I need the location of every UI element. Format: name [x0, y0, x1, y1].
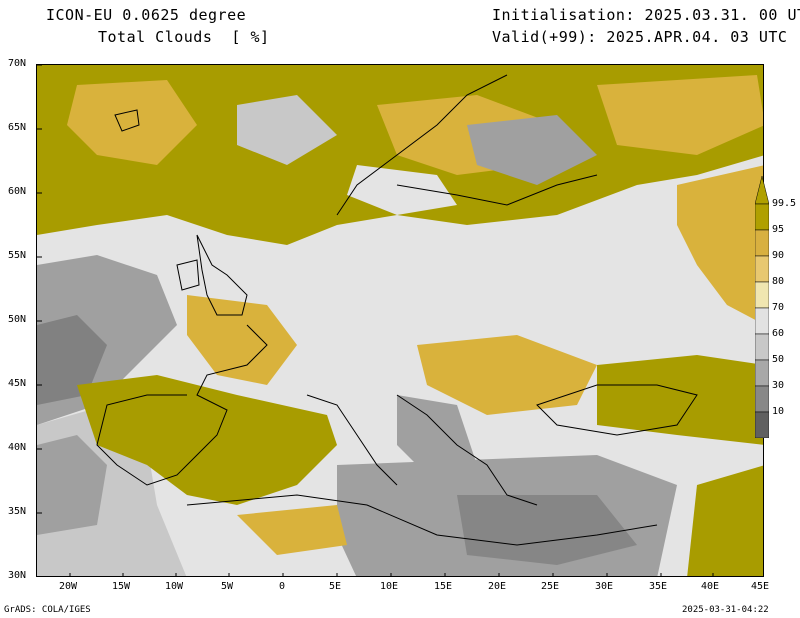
- graticule-ticks: [37, 65, 714, 576]
- east-russia-cloud: [677, 165, 763, 324]
- colorbar-cell-2: [755, 255, 769, 283]
- middle-east-cloud: [687, 465, 763, 576]
- lon-label-15w: 15W: [112, 581, 131, 592]
- lat-label-65n: 65N: [8, 122, 27, 133]
- coastlines: [96, 74, 698, 546]
- model-title: ICON-EU 0.0625 degree: [46, 6, 247, 24]
- colorbar: [755, 176, 769, 438]
- black-sea-coast: [536, 384, 698, 436]
- footer-software: GrADS: COLA/IGES: [4, 605, 91, 615]
- lon-label-5e: 5E: [329, 581, 342, 592]
- lon-label-20w: 20W: [59, 581, 78, 592]
- iceland-cloud-patch: [67, 80, 197, 165]
- lon-label-10e: 10E: [380, 581, 399, 592]
- atlantic-south-darker: [37, 435, 107, 535]
- iberia-cloud: [77, 375, 337, 505]
- ireland-coast: [176, 259, 200, 291]
- colorbar-label-8: 10: [772, 406, 785, 417]
- southern-scandinavia-clear: [347, 165, 457, 215]
- great-britain-coast: [196, 234, 248, 316]
- footer-timestamp: 2025-03-31-04:22: [682, 605, 769, 615]
- colorbar-cell-3: [755, 281, 769, 309]
- lat-label-30n: 30N: [8, 570, 27, 581]
- colorbar-cell-4: [755, 307, 769, 335]
- colorbar-cell-6: [755, 359, 769, 387]
- libya-dark-gray: [457, 495, 637, 565]
- norway-coast: [336, 74, 508, 216]
- lon-label-25e: 25E: [541, 581, 560, 592]
- black-sea-cloud: [597, 355, 763, 445]
- france-high-cloud: [187, 295, 297, 385]
- variable-title: Total Clouds [ %]: [98, 28, 270, 46]
- lat-label-50n: 50N: [8, 314, 27, 325]
- colorbar-label-7: 30: [772, 380, 785, 391]
- colorbar-cell-8: [755, 411, 769, 438]
- colorbar-label-3: 80: [772, 276, 785, 287]
- lon-label-0: 0: [279, 581, 286, 592]
- balkans-cloud: [417, 335, 597, 415]
- lat-label-40n: 40N: [8, 442, 27, 453]
- lon-label-35e: 35E: [649, 581, 668, 592]
- colorbar-label-2: 90: [772, 250, 785, 261]
- cloud-map-svg: [37, 65, 763, 576]
- north-africa-high-cloud: [237, 505, 347, 555]
- cloud-map: [36, 64, 764, 577]
- lon-label-5w: 5W: [221, 581, 234, 592]
- colorbar-label-6: 50: [772, 354, 785, 365]
- lat-label-55n: 55N: [8, 250, 27, 261]
- lon-label-10w: 10W: [165, 581, 184, 592]
- lat-label-35n: 35N: [8, 506, 27, 517]
- lon-label-40e: 40E: [701, 581, 720, 592]
- baltic-gray-area: [467, 115, 597, 185]
- colorbar-top-arrow: [755, 176, 769, 205]
- lon-label-15e: 15E: [434, 581, 453, 592]
- italy-coast: [306, 394, 398, 486]
- lon-label-45e: 45E: [751, 581, 770, 592]
- lon-label-30e: 30E: [595, 581, 614, 592]
- colorbar-label-4: 70: [772, 302, 785, 313]
- colorbar-cells: [755, 203, 769, 438]
- colorbar-label-5: 60: [772, 328, 785, 339]
- iceland-coast: [114, 109, 140, 132]
- init-time: Initialisation: 2025.03.31. 00 UTC: [492, 6, 800, 24]
- colorbar-label-0: 99.5: [772, 198, 797, 209]
- western-europe-coast: [96, 324, 268, 486]
- colorbar-cell-1: [755, 229, 769, 257]
- colorbar-cell-5: [755, 333, 769, 361]
- colorbar-cell-7: [755, 385, 769, 413]
- north-africa-coast: [186, 494, 658, 546]
- lat-label-60n: 60N: [8, 186, 27, 197]
- baltic-coast: [396, 174, 598, 206]
- colorbar-label-1: 95: [772, 224, 785, 235]
- colorbar-cell-0: [755, 203, 769, 231]
- atlantic-dark-area: [37, 315, 107, 405]
- valid-time: Valid(+99): 2025.APR.04. 03 UTC: [492, 28, 788, 46]
- lat-label-45n: 45N: [8, 378, 27, 389]
- lon-label-20e: 20E: [488, 581, 507, 592]
- balkans-coast: [396, 394, 538, 506]
- lat-label-70n: 70N: [8, 58, 27, 69]
- russia-north-cloud: [597, 75, 763, 155]
- norwegian-sea-gray: [237, 95, 337, 165]
